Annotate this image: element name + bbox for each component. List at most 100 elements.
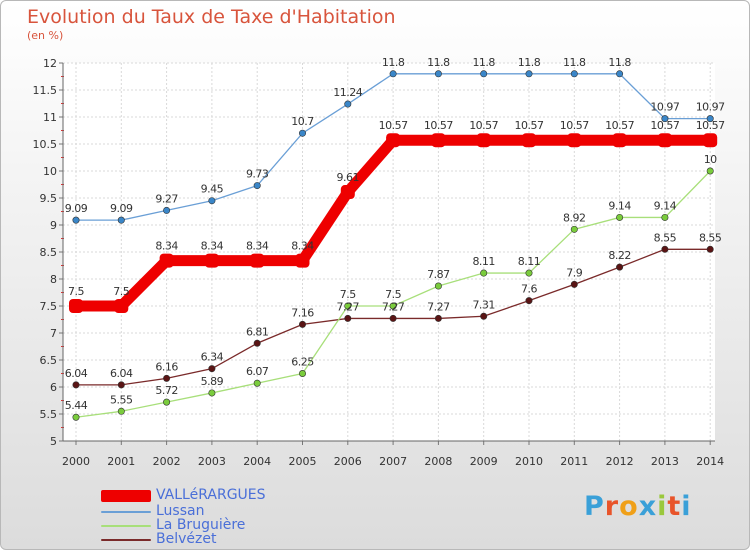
x-tick-label: 2005 [289,455,317,468]
y-tick-label: 10 [43,165,57,178]
data-point [253,339,261,347]
data-point [69,299,83,313]
data-label: 10 [704,153,717,166]
logo-letter: P [584,491,605,522]
data-label: 7.87 [427,268,450,281]
data-label: 9.09 [110,202,133,215]
data-point [208,197,216,205]
data-point [661,115,669,123]
data-point [163,398,171,406]
data-point [340,185,355,200]
x-tick-label: 2003 [198,455,226,468]
logo-letter: t [667,491,682,522]
data-point [703,133,718,148]
data-label: 11.8 [608,56,631,69]
data-label: 10.57 [650,119,679,132]
data-point [616,263,624,271]
logo-letter: i [657,491,668,522]
data-label: 8.34 [246,240,269,253]
legend-label-lussan: Lussan [156,503,205,519]
data-label: 11.8 [382,56,405,69]
chart-title: Evolution du Taux de Taxe d'Habitation [27,6,396,28]
legend-swatch-la-bruguiere [101,525,151,527]
logo-letter: r [604,491,620,522]
data-point [163,374,171,382]
data-point [522,133,536,148]
data-label: 5.44 [65,399,88,412]
y-tick-label: 10.5 [33,138,58,151]
data-label: 10.57 [379,119,408,132]
data-label: 9.45 [201,183,224,196]
data-point [72,216,80,224]
y-tick-label: 8 [50,273,57,286]
data-label: 6.04 [110,367,133,380]
x-tick-label: 2011 [560,455,588,468]
x-tick-label: 2007 [379,455,407,468]
data-point [253,379,261,387]
data-label: 7.9 [566,266,582,279]
data-label: 5.89 [201,375,224,388]
data-point [706,115,714,123]
data-point [570,70,578,78]
data-point [480,70,488,78]
data-point [72,381,80,389]
data-label: 8.55 [699,231,722,244]
data-label: 10.97 [650,101,679,114]
legend-label-la-bruguiere: La Bruguière [156,517,246,533]
data-label: 6.04 [65,367,88,380]
data-point [72,413,80,421]
data-label: 5.72 [155,384,178,397]
y-tick-label: 11 [43,111,57,124]
data-point [208,389,216,397]
data-point [389,302,397,310]
x-tick-label: 2008 [424,455,452,468]
data-point [706,167,714,175]
x-tick-label: 2006 [334,455,362,468]
data-point [159,253,174,268]
data-label: 7.6 [521,283,537,296]
unit-label: (en %) [27,29,64,42]
data-label: 7.5 [385,288,401,301]
x-tick-label: 2012 [606,455,634,468]
data-point [117,216,125,224]
data-label: 9.14 [608,199,631,212]
data-label: 6.25 [291,356,314,369]
data-point [612,133,627,148]
data-point [389,70,397,78]
x-tick-label: 2009 [470,455,498,468]
data-label: 10.57 [515,119,544,132]
data-point [570,280,578,288]
data-point [661,213,669,221]
data-label: 10.57 [424,119,453,132]
data-point [344,302,352,310]
data-label: 8.11 [472,255,495,268]
data-label: 7.5 [340,288,356,301]
data-point [480,269,488,277]
y-tick-label: 8.5 [40,246,58,259]
legend-label-vallerargues: VALLéRARGUES [156,487,266,503]
data-label: 8.34 [155,240,178,253]
data-label: 9.73 [246,168,269,181]
data-label: 8.34 [201,240,224,253]
y-tick-label: 11.5 [33,84,58,97]
y-tick-label: 6 [50,381,57,394]
x-tick-label: 2013 [651,455,679,468]
data-label: 7.31 [472,298,495,311]
y-tick-label: 12 [43,57,57,70]
data-point [117,381,125,389]
x-tick-label: 2014 [696,455,724,468]
data-point [434,282,442,290]
data-point [657,133,672,148]
data-point [250,253,265,268]
data-label: 11.8 [518,56,541,69]
data-point [661,245,669,253]
data-point [298,320,306,328]
data-label: 11.8 [472,56,495,69]
data-label: 9.14 [654,199,677,212]
data-label: 7.16 [291,306,314,319]
data-point [434,314,442,322]
data-label: 10.7 [291,115,314,128]
data-label: 7.5 [68,285,84,298]
